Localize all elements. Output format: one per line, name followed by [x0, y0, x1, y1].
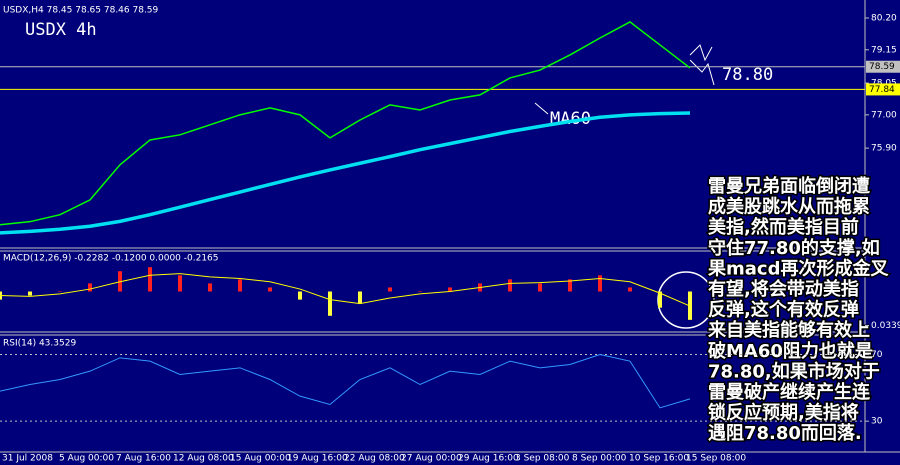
- bar: [388, 287, 392, 292]
- bar: [568, 279, 572, 292]
- pointer-line: [534, 102, 549, 115]
- bar: [598, 275, 602, 292]
- level-label-bg: [866, 60, 900, 73]
- x-tick-label: 31 Jul 2008: [2, 454, 53, 464]
- note-line: 守住77.80的支撑,如: [708, 237, 880, 259]
- bar: [538, 283, 542, 292]
- y-tick-label: 80.20: [871, 14, 897, 24]
- arrow: [689, 59, 715, 86]
- x-tick-label: 7 Aug 16:00: [116, 454, 171, 464]
- annotation: 78.80: [722, 65, 773, 85]
- bar: [448, 287, 452, 292]
- note-line: 锁反应预期,美指将: [708, 402, 859, 424]
- bar: [358, 291, 362, 304]
- x-tick-label: 10 Sep 16:00: [629, 454, 689, 464]
- note-line: 美指,然而美指目前: [708, 216, 859, 238]
- x-tick-label: 15 Sep 08:00: [686, 454, 746, 464]
- note-line: 破MA60阻力也就是: [708, 340, 873, 362]
- bar: [658, 291, 662, 308]
- chart-title: USDX,H4 78.45 78.65 78.46 78.59: [3, 6, 159, 16]
- x-tick-label: 8 Sep 00:00: [572, 454, 627, 464]
- series-line: [0, 21, 691, 226]
- note-line: 来自美指能够有效上: [707, 319, 870, 341]
- y-tick-label: 75.90: [871, 144, 897, 154]
- note-line: 雷曼兄弟面临倒闭遭: [708, 175, 870, 197]
- x-tick-label: 29 Aug 16:00: [458, 454, 519, 464]
- note-line: 果macd再次形成金叉: [707, 257, 889, 279]
- level-label-bg: [866, 83, 900, 96]
- x-tick-label: 27 Aug 00:00: [401, 454, 462, 464]
- x-tick-label: 22 Aug 08:00: [344, 454, 405, 464]
- level-label: 77.84: [869, 85, 895, 95]
- bar: [88, 283, 92, 292]
- series-line: [0, 273, 691, 307]
- panel-title: MACD(12,26,9) -0.2282 -0.1200 0.0000 -0.…: [3, 254, 219, 264]
- x-tick-label: 15 Aug 00:00: [230, 454, 291, 464]
- bar: [268, 287, 272, 292]
- bar: [298, 291, 302, 300]
- note-line: 反弹,这个有效反弹: [708, 299, 859, 321]
- series-line: [0, 353, 691, 409]
- x-tick-label: 3 Sep 08:00: [515, 454, 570, 464]
- level-label: 78.59: [869, 62, 895, 72]
- arrow: [689, 44, 713, 62]
- bar: [208, 283, 212, 292]
- x-tick-label: 19 Aug 16:00: [287, 454, 348, 464]
- y-tick-label: 0.0339: [871, 321, 900, 331]
- note-line: 78.80,如果市场对于: [708, 360, 880, 382]
- bar: [418, 291, 422, 292]
- bar: [328, 291, 332, 316]
- x-tick-label: 5 Aug 00:00: [59, 454, 114, 464]
- panel-title: RSI(14) 43.3529: [3, 339, 76, 349]
- note-line: 雷曼破产继续产生连: [708, 381, 871, 403]
- bar: [148, 267, 152, 292]
- y-tick-label: 79.15: [871, 45, 897, 55]
- series-line: [0, 111, 691, 235]
- x-tick-label: 12 Aug 08:00: [173, 454, 234, 464]
- bar: [28, 291, 32, 296]
- chart-subtitle: USDX 4h: [25, 20, 97, 40]
- bar: [238, 279, 242, 292]
- y-tick-label: 70: [871, 350, 883, 360]
- bar: [58, 291, 62, 292]
- bar: [628, 287, 632, 292]
- bar: [178, 275, 182, 292]
- note-line: 遇阻78.80而回落.: [708, 423, 862, 444]
- note-line: 有望,将会带动美指: [708, 278, 859, 300]
- note-line: 成美股跳水从而拖累: [708, 196, 870, 218]
- bar: [508, 279, 512, 292]
- y-tick-label: 77.00: [871, 110, 897, 120]
- y-tick-label: 30: [871, 417, 883, 427]
